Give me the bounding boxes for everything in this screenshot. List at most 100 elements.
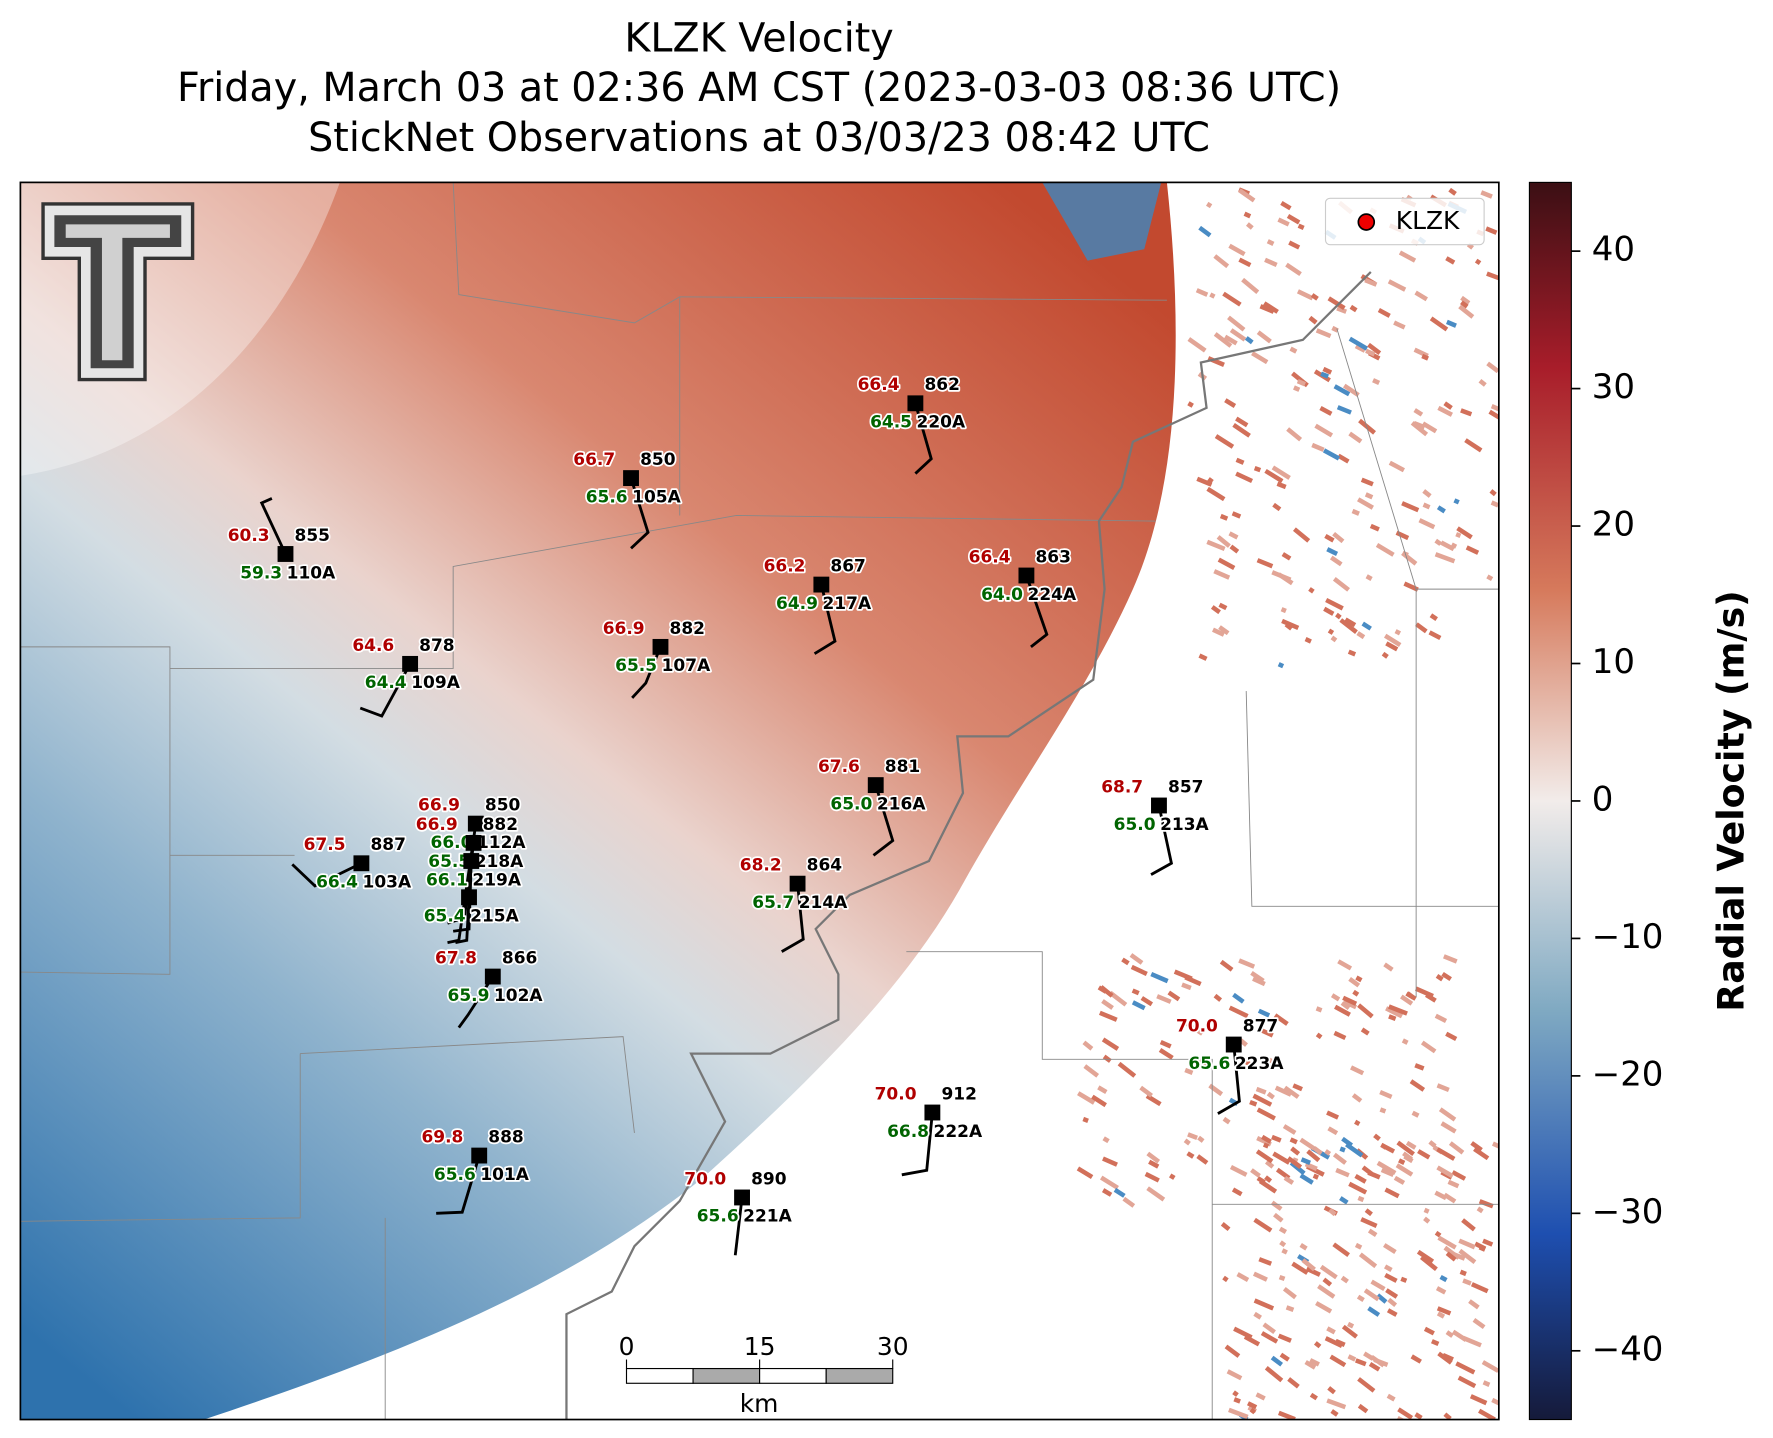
echo-streak [1380,1142,1396,1154]
scale-segment [759,1367,827,1384]
title-line: KLZK Velocity [624,15,893,61]
echo-streak [1326,547,1339,556]
echo-streak [1410,1354,1422,1364]
echo-streak [1146,1151,1161,1164]
echo-streak [1445,1251,1457,1262]
colorbar [1528,181,1572,1421]
echo-streak [1425,993,1437,1003]
temperature: 67.6 [818,757,860,777]
echo-streak [1383,633,1402,648]
echo-streak [1331,325,1339,333]
echo-streak [1409,1079,1426,1092]
echo-streak [1299,1173,1314,1185]
echo-streak [1207,477,1214,484]
echo-streak [1360,477,1374,487]
echo-streak [1308,587,1315,594]
echo-streak [1340,1275,1349,1284]
echo-streak [1286,213,1301,225]
echo-streak [1436,1083,1450,1093]
echo-streak [1388,1014,1397,1022]
echo-streak [1460,295,1471,305]
echo-streak [1326,1110,1340,1120]
echo-streak [1252,976,1266,987]
pressure: 857 [1168,777,1203,797]
dewpoint: 65.0 [830,794,872,814]
wind-barb [455,897,471,944]
station-marker [484,968,501,985]
echo-streak [1187,1132,1198,1140]
echo-streak [1282,1124,1297,1135]
echo-streak [1213,254,1230,269]
echo-streak [1372,378,1381,385]
station-id: 222A [934,1122,983,1142]
station-id: 216A [877,794,926,814]
echo-streak [1097,1085,1108,1095]
echo-streak [1291,1261,1309,1275]
echo-streak [1336,306,1347,314]
echo-streak [1253,1217,1273,1233]
echo-streak [1434,1013,1448,1024]
echo-streak [1159,1039,1172,1049]
station-id: 102A [494,986,543,1006]
echo-streak [1232,1390,1239,1397]
echo-streak [1315,1006,1323,1013]
echo-streak [1091,1094,1107,1108]
echo-streak [1326,1398,1347,1410]
echo-streak [1337,453,1350,464]
echo-streak [1313,1341,1322,1349]
echo-streak [1214,434,1235,449]
pressure: 863 [1035,547,1070,567]
echo-streak [1447,1179,1460,1189]
colorbar-tick-label: 40 [1592,230,1635,270]
echo-streak [1376,1293,1388,1304]
temperature: 66.9 [418,795,460,815]
echo-streak [1262,1142,1270,1149]
echo-streak [1315,1301,1333,1314]
echo-streak [1279,1240,1287,1248]
echo-streak [1195,288,1209,297]
echo-streak [1228,1407,1249,1420]
echo-streak [1181,982,1192,991]
station-marker [867,777,884,794]
echo-streak [1167,990,1181,1002]
echo-streak [1422,502,1431,510]
pressure: 855 [295,526,330,546]
echo-streak [1324,533,1335,543]
echo-streak [1339,618,1358,634]
echo-streak [1317,1284,1336,1299]
colorbar-tick-label: 30 [1592,367,1635,407]
wind-barb [629,477,650,550]
pressure: 890 [751,1169,786,1189]
echo-streak [1414,1063,1425,1071]
echo-streak [1206,486,1226,502]
echo-streak [1228,1005,1249,1019]
echo-streak [1249,1099,1258,1107]
echo-streak [1445,319,1457,328]
temperature: 66.7 [573,450,615,470]
echo-streak [1100,1175,1119,1190]
echo-streak [1395,1163,1414,1177]
echo-streak [1364,278,1378,287]
scale-segment [692,1367,761,1384]
echo-streak [1255,1149,1274,1164]
dewpoint: 65.6 [586,487,628,507]
station-id: 101A [480,1165,529,1185]
echo-streak [1257,1008,1271,1018]
echo-streak [1218,602,1228,611]
echo-streak [1207,356,1225,367]
echo-streak [1398,250,1417,263]
echo-streak [1428,1140,1437,1148]
echo-streak [1187,401,1194,408]
echo-streak [1241,277,1260,294]
echo-streak [1363,1288,1380,1302]
echo-streak [1148,1159,1160,1169]
echo-streak [1198,225,1212,238]
echo-streak [1229,1164,1248,1177]
map-frame [19,181,1500,1421]
wind-barb [436,1155,481,1215]
scale-segment [825,1367,894,1384]
echo-streak [1184,1067,1194,1075]
echo-streak [1478,1245,1486,1252]
echo-streak [1423,1326,1435,1336]
colorbar-tick-label: −10 [1592,917,1664,957]
